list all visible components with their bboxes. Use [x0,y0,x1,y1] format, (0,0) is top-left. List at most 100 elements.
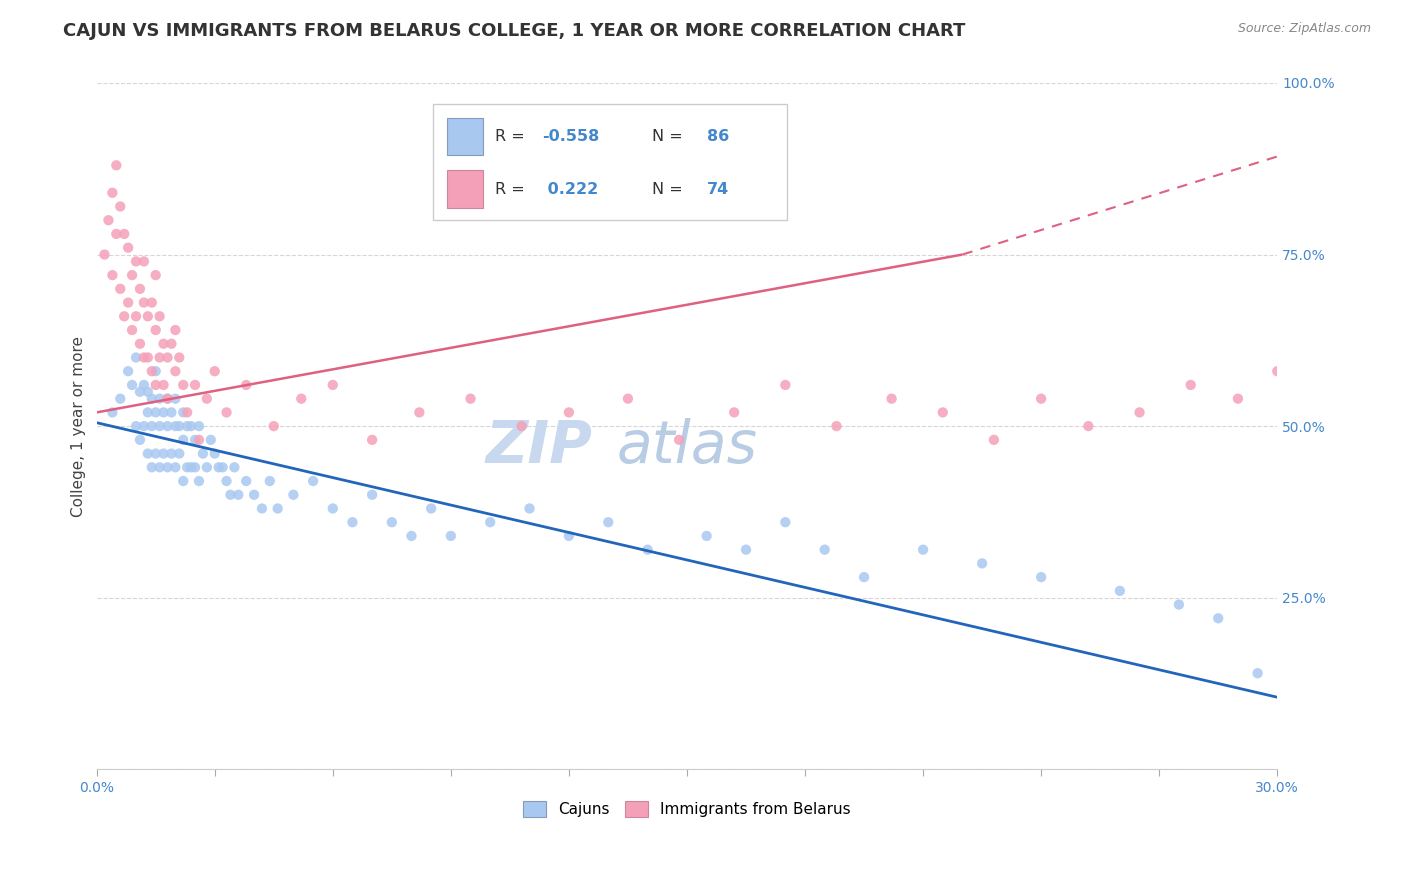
Point [1180,378,1202,392]
Point [141,460,163,475]
Point [176,460,198,475]
Point [152,446,174,460]
Point [112,310,135,324]
Point [149,351,172,365]
Point [129,384,152,399]
Point [228,488,250,502]
Point [152,378,174,392]
Point [136,310,159,324]
Point [381,515,404,529]
Point [460,392,482,406]
Point [814,542,837,557]
Point [972,557,994,571]
Point [149,419,172,434]
Text: -0.558: -0.558 [541,129,599,144]
Point [1226,392,1249,406]
Bar [433,103,787,220]
Text: 0.222: 0.222 [541,182,598,197]
Point [191,446,214,460]
Point [983,433,1005,447]
Point [125,351,148,365]
Point [180,460,202,475]
Point [117,241,139,255]
Point [200,433,222,447]
Point [165,323,187,337]
Point [510,419,533,434]
Point [125,310,148,324]
Point [176,419,198,434]
Point [188,433,211,447]
Point [188,474,211,488]
Point [145,446,167,460]
Point [180,419,202,434]
Point [149,460,172,475]
Point [211,460,233,475]
Point [215,474,238,488]
Point [775,515,797,529]
Point [1344,351,1367,365]
Point [160,336,183,351]
Point [145,405,167,419]
Point [172,474,194,488]
Point [1246,666,1268,681]
Point [361,488,384,502]
Text: Source: ZipAtlas.com: Source: ZipAtlas.com [1237,22,1371,36]
Text: N =: N = [651,129,682,144]
Point [149,310,172,324]
Text: R =: R = [495,129,530,144]
Point [361,433,384,447]
Point [176,405,198,419]
Point [145,323,167,337]
Point [1265,364,1288,378]
Point [342,515,364,529]
Point [558,529,581,543]
Point [132,254,155,268]
Point [152,405,174,419]
Point [401,529,423,543]
Point [141,364,163,378]
Point [160,405,183,419]
Point [117,364,139,378]
Point [132,351,155,365]
Point [110,392,132,406]
Point [208,460,231,475]
Point [235,378,257,392]
Point [129,282,152,296]
Point [263,419,285,434]
Point [243,488,266,502]
Text: atlas: atlas [616,418,756,475]
Point [932,405,955,419]
Point [165,460,187,475]
Point [136,351,159,365]
Point [110,199,132,213]
Point [129,433,152,447]
Point [184,460,207,475]
Point [165,364,187,378]
Point [215,405,238,419]
Point [1305,378,1327,392]
Point [165,419,187,434]
Point [723,405,745,419]
Text: 86: 86 [707,129,730,144]
Point [117,295,139,310]
Point [101,186,124,200]
Point [195,392,218,406]
Point [156,392,179,406]
Point [129,336,152,351]
Point [259,474,281,488]
Point [696,529,718,543]
Point [224,460,246,475]
Point [136,446,159,460]
Point [1167,598,1189,612]
Point [1077,419,1099,434]
Point [156,351,179,365]
Point [558,405,581,419]
Point [219,488,242,502]
Point [184,378,207,392]
Point [132,419,155,434]
Point [1384,336,1406,351]
Text: N =: N = [651,182,682,197]
Point [172,405,194,419]
Point [156,460,179,475]
Point [172,433,194,447]
